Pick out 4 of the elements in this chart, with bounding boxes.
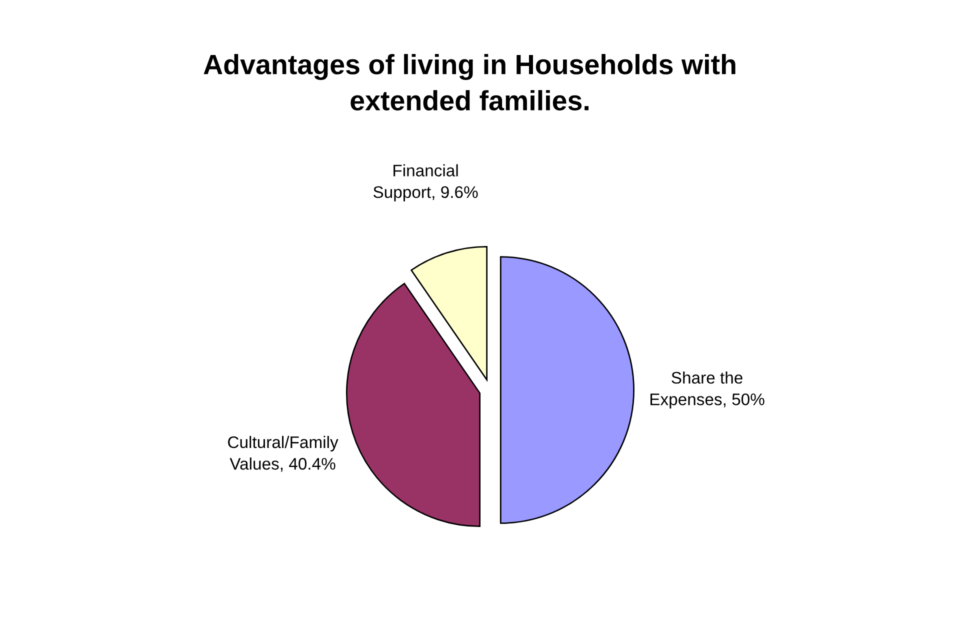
slice-label: Financial Support, 9.6% [373,164,478,202]
chart-title: Advantages of living in Households with extended families. [204,54,736,110]
slice-label: Cultural/Family Values, 40.4% [228,436,338,472]
slice-label: Share the Expenses, 50% [650,371,764,409]
